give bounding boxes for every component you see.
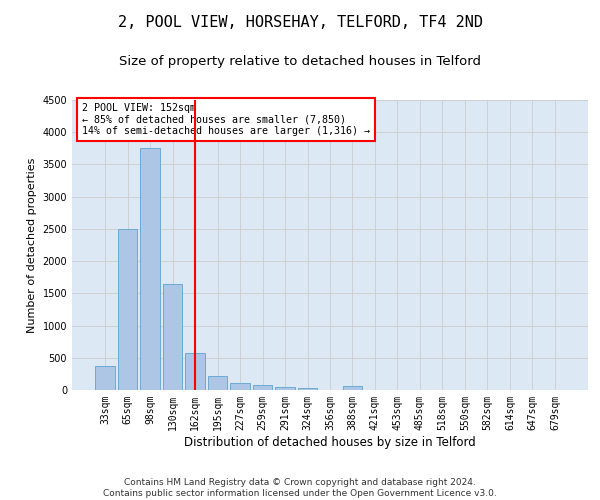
Bar <box>275 387 295 390</box>
Bar <box>163 284 182 390</box>
Bar <box>343 386 362 390</box>
Bar <box>230 383 250 390</box>
Y-axis label: Number of detached properties: Number of detached properties <box>27 158 37 332</box>
Bar <box>208 376 227 390</box>
Text: 2 POOL VIEW: 152sqm
← 85% of detached houses are smaller (7,850)
14% of semi-det: 2 POOL VIEW: 152sqm ← 85% of detached ho… <box>82 103 370 136</box>
Bar <box>253 386 272 390</box>
Text: 2, POOL VIEW, HORSEHAY, TELFORD, TF4 2ND: 2, POOL VIEW, HORSEHAY, TELFORD, TF4 2ND <box>118 15 482 30</box>
X-axis label: Distribution of detached houses by size in Telford: Distribution of detached houses by size … <box>184 436 476 448</box>
Bar <box>298 388 317 390</box>
Bar <box>118 229 137 390</box>
Bar <box>95 366 115 390</box>
Text: Contains HM Land Registry data © Crown copyright and database right 2024.
Contai: Contains HM Land Registry data © Crown c… <box>103 478 497 498</box>
Text: Size of property relative to detached houses in Telford: Size of property relative to detached ho… <box>119 55 481 68</box>
Bar <box>140 148 160 390</box>
Bar <box>185 353 205 390</box>
